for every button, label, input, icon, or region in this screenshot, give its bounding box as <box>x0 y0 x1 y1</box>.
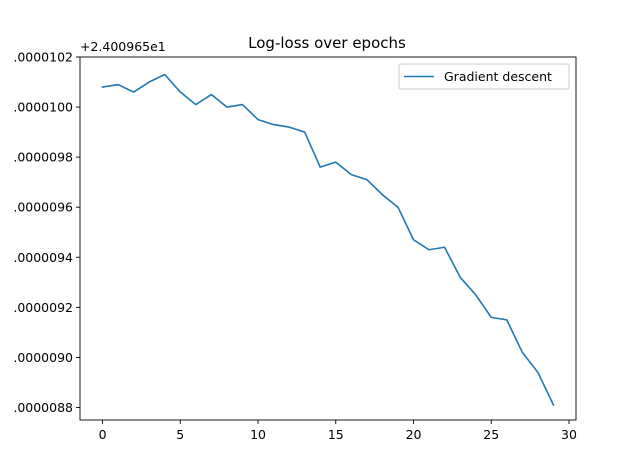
y-tick-label-1: .0000090 <box>13 350 73 365</box>
y-offset-label: +2.400965e1 <box>80 39 166 54</box>
y-tick-label-6: .0000100 <box>13 100 73 115</box>
y-tick-label-5: .0000098 <box>13 150 73 165</box>
x-tick-label-3: 15 <box>328 427 344 442</box>
y-tick-label-7: .0000102 <box>13 50 73 65</box>
legend-box <box>398 63 570 90</box>
x-tick-label-4: 20 <box>406 427 422 442</box>
y-tick-label-2: .0000092 <box>13 300 73 315</box>
y-tick-label-4: .0000096 <box>13 200 73 215</box>
legend-label-0: Gradient descent <box>444 69 552 84</box>
y-tick-label-3: .0000094 <box>13 250 73 265</box>
x-tick-label-6: 30 <box>561 427 577 442</box>
chart-title: Log-loss over epochs <box>248 34 406 52</box>
series-line-0 <box>101 73 555 407</box>
x-tick-label-1: 5 <box>176 427 184 442</box>
x-tick-label-2: 10 <box>250 427 266 442</box>
y-tick-label-0: .0000088 <box>13 400 73 415</box>
x-tick-label-5: 25 <box>483 427 499 442</box>
x-tick-label-0: 0 <box>99 427 107 442</box>
plot-frame <box>79 56 577 421</box>
